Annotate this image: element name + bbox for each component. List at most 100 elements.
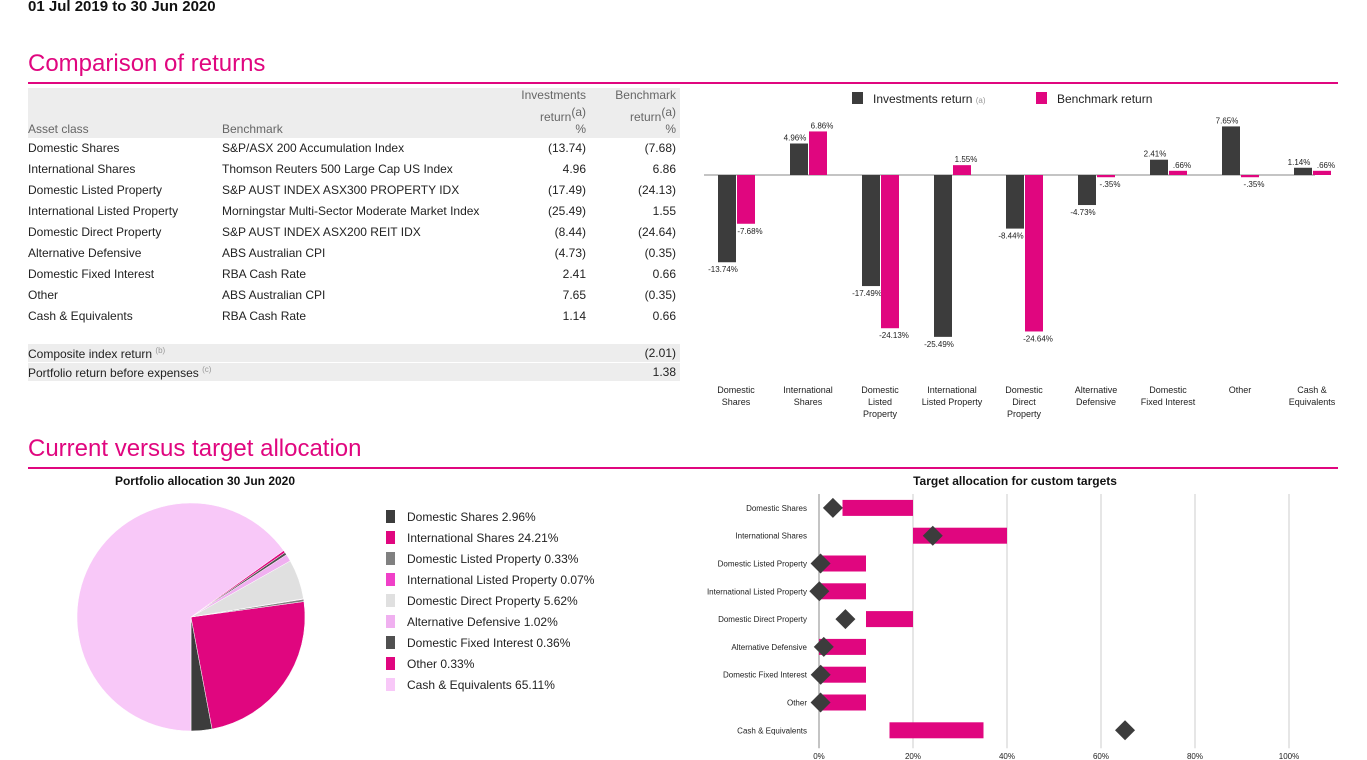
legend-item: Other 0.33%: [386, 653, 594, 674]
current-allocation-marker: [813, 636, 834, 657]
legend-label: Domestic Direct Property 5.62%: [407, 593, 578, 608]
asset-cell: Domestic Listed Property: [28, 183, 163, 197]
benchmark-cell: S&P AUST INDEX ASX200 REIT IDX: [222, 225, 421, 239]
benchmark-bar: [1241, 175, 1259, 178]
category-label: International Shares: [735, 532, 807, 541]
bar-value-label: -17.49%: [852, 289, 882, 298]
benchmark-bar: [1097, 175, 1115, 178]
benchmark-return-cell: 1.55: [652, 204, 676, 218]
table-row: Other ABS Australian CPI 7.65 (0.35): [28, 285, 680, 306]
benchmark-cell: RBA Cash Rate: [222, 309, 307, 323]
legend-item: Domestic Direct Property 5.62%: [386, 590, 594, 611]
benchmark-return-cell: 0.66: [652, 267, 676, 281]
target-range-bar: [819, 666, 866, 683]
benchmark-return-cell: (24.13): [637, 183, 676, 197]
bar-value-label: 2.41%: [1144, 150, 1167, 159]
legend-label: Domestic Listed Property 0.33%: [407, 551, 579, 566]
category-label: Alternative Defensive: [731, 643, 807, 652]
allocation-pie-chart: [76, 502, 306, 732]
x-tick-label: 40%: [999, 752, 1015, 760]
header-benchmark: Benchmark: [222, 122, 283, 136]
bar-value-label: 7.65%: [1216, 116, 1239, 125]
table-row: Domestic Direct Property S&P AUST INDEX A…: [28, 222, 680, 243]
target-range-bar: [819, 555, 866, 572]
asset-cell: Domestic Shares: [28, 141, 120, 155]
legend-label: Alternative Defensive 1.02%: [407, 614, 558, 629]
category-label: Alternative: [1075, 385, 1118, 395]
returns-table-header: Asset class Benchmark Investments return…: [28, 88, 680, 138]
investment-return-cell: (25.49): [547, 204, 586, 218]
category-label: Defensive: [1076, 397, 1116, 407]
benchmark-return-cell: 6.86: [652, 162, 676, 176]
pie-slice: [190, 601, 306, 730]
legend-item: International Shares 24.21%: [386, 527, 594, 548]
category-label: Fixed Interest: [1141, 397, 1196, 407]
category-label: Equivalents: [1289, 397, 1336, 407]
investment-bar: [1006, 175, 1024, 229]
benchmark-cell: ABS Australian CPI: [222, 288, 326, 302]
bar-value-label: -7.68%: [737, 227, 762, 236]
current-allocation-marker: [822, 497, 843, 518]
legend-label: Other 0.33%: [407, 656, 475, 671]
header-inv-unit: %: [575, 122, 586, 136]
legend-swatch: [386, 594, 395, 607]
category-label: Shares: [722, 397, 751, 407]
table-row: Domestic Listed Property S&P AUST INDEX A…: [28, 180, 680, 201]
section-title-returns: Comparison of returns: [28, 50, 266, 77]
benchmark-cell: S&P AUST INDEX ASX300 PROPERTY IDX: [222, 183, 460, 197]
investment-return-cell: 4.96: [562, 162, 586, 176]
table-row: Domestic Shares S&P/ASX 200 Accumulation …: [28, 138, 680, 159]
asset-cell: Domestic Fixed Interest: [28, 267, 155, 281]
category-label: Other: [1229, 385, 1252, 395]
category-label: Property: [1007, 409, 1042, 419]
investment-return-cell: (8.44): [554, 225, 586, 239]
legend-label: International Listed Property 0.07%: [407, 572, 595, 587]
investment-return-cell: (4.73): [554, 246, 586, 260]
category-label: Domestic: [717, 385, 755, 395]
bar-value-label: .66%: [1173, 161, 1191, 170]
header-bm-line2: return(a): [629, 105, 676, 124]
bar-value-label: -24.64%: [1023, 334, 1053, 343]
target-range-bar: [819, 638, 866, 655]
investment-return-cell: 2.41: [562, 267, 586, 281]
bar-value-label: 4.96%: [784, 134, 807, 143]
header-inv-line1: Investments: [521, 88, 586, 102]
benchmark-cell: Morningstar Multi-Sector Moderate Market…: [222, 204, 480, 218]
category-label: Cash & Equivalents: [737, 726, 807, 735]
table-row: Cash & Equivalents RBA Cash Rate 1.14 0.66: [28, 306, 680, 327]
category-label: Direct: [1012, 397, 1036, 407]
legend-label: International Shares 24.21%: [407, 530, 559, 545]
x-tick-label: 80%: [1187, 752, 1203, 760]
investment-bar: [862, 175, 880, 287]
legend-label: Cash & Equivalents 65.11%: [407, 677, 555, 692]
benchmark-return-cell: (0.35): [644, 246, 676, 260]
benchmark-bar: [881, 175, 899, 329]
current-allocation-marker: [809, 581, 830, 602]
returns-bar-chart: Investments return (a) Benchmark return -1…: [704, 92, 1336, 419]
pie-slice: [76, 502, 285, 732]
table-row: Domestic Fixed Interest RBA Cash Rate 2.41…: [28, 264, 680, 285]
benchmark-bar: [737, 175, 755, 224]
legend-label-benchmark: Benchmark return: [1057, 92, 1152, 106]
returns-table: Asset class Benchmark Investments return…: [28, 88, 680, 327]
portfolio-label: Portfolio return before expenses (c): [28, 365, 212, 380]
asset-cell: International Listed Property: [28, 204, 179, 218]
asset-cell: Other: [28, 288, 59, 302]
benchmark-bar: [1169, 170, 1187, 175]
header-inv-line2: return(a): [539, 105, 586, 124]
header-asset-class: Asset class: [28, 122, 89, 136]
current-allocation-marker: [922, 525, 943, 546]
bar-value-label: -.35%: [1244, 180, 1265, 189]
benchmark-cell: S&P/ASX 200 Accumulation Index: [222, 141, 405, 155]
bar-value-label: -24.13%: [879, 331, 909, 340]
legend-label-investments: Investments return (a): [873, 92, 986, 106]
current-allocation-marker: [835, 609, 856, 630]
legend-swatch: [386, 510, 395, 523]
target-range-bar: [866, 611, 913, 628]
legend-swatch: [386, 573, 395, 586]
category-label: Domestic: [861, 385, 899, 395]
target-chart-title: Target allocation for custom targets: [913, 474, 1117, 488]
section-rule: [28, 82, 1338, 84]
bar-value-label: 6.86%: [811, 121, 834, 130]
legend-item: Cash & Equivalents 65.11%: [386, 674, 594, 695]
